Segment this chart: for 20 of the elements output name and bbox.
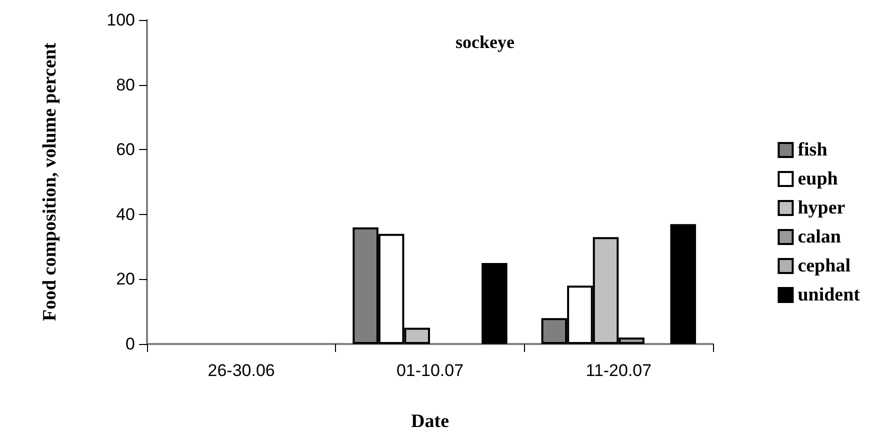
y-tick-label: 80 [116,75,135,94]
legend-label: cephal [798,256,850,276]
text: sockeye [456,32,514,52]
bar [482,263,508,344]
y-tick-label: 20 [116,270,135,289]
y-axis-title: Food composition, volume percent [40,42,60,322]
y-tick-label: 60 [116,140,135,160]
legend-label: calan [798,226,842,248]
y-tick-label: 0 [126,334,135,354]
legend-label: euph [798,168,838,190]
x-tick-label: 11-20.07 [586,361,652,380]
y-tick-label: 100 [106,10,135,30]
bar [670,224,696,344]
legend-label: fish [798,140,828,160]
x-tick-label: 01-10.07 [396,361,464,380]
legend-label: hyper [798,198,846,218]
y-tick-label: 40 [116,204,135,224]
x-axis-title: Date [411,411,449,432]
legend-label: unident [798,284,861,306]
x-tick-label: 26-30.06 [208,361,275,380]
